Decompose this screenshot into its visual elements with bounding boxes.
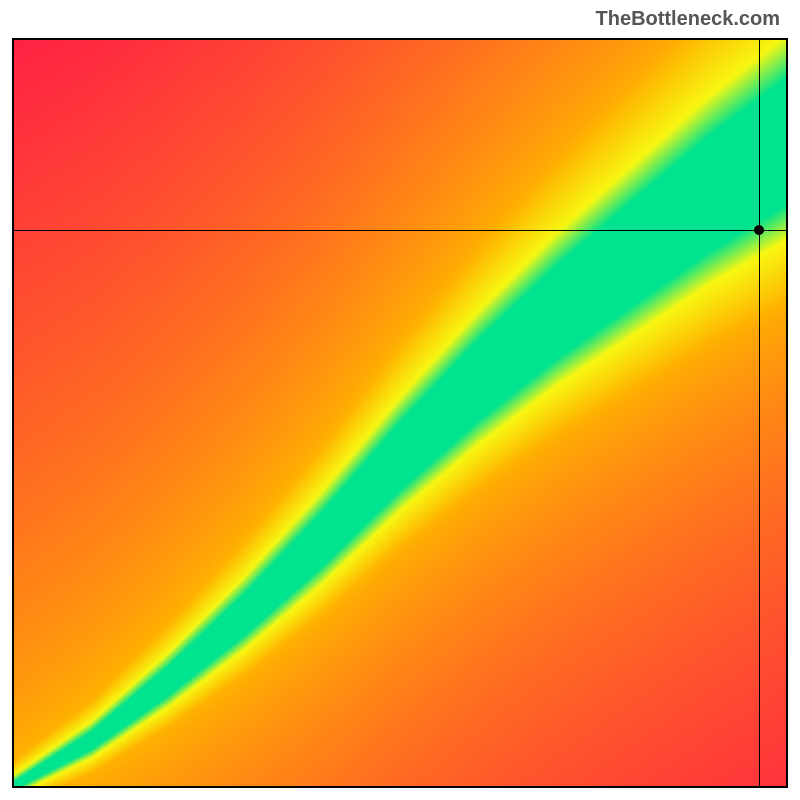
bottleneck-heatmap-chart <box>12 38 788 788</box>
watermark-text: TheBottleneck.com <box>596 8 780 31</box>
heatmap-canvas <box>14 40 786 786</box>
crosshair-horizontal <box>14 230 786 231</box>
selected-point-marker <box>754 225 764 235</box>
crosshair-vertical <box>759 40 760 786</box>
